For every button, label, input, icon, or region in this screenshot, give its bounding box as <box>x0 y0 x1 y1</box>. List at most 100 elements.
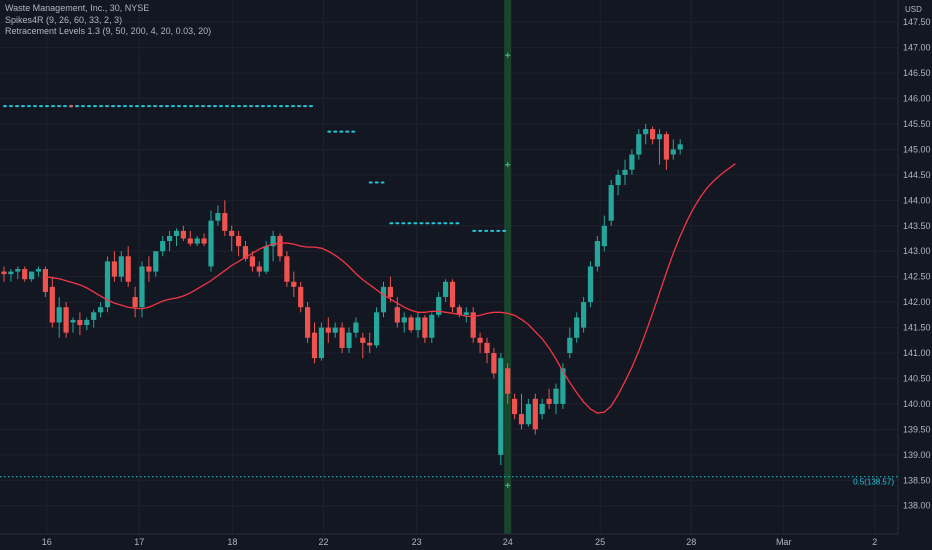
candle-body <box>539 403 545 415</box>
candle <box>581 297 587 333</box>
candle-body <box>615 174 621 186</box>
time-tick-label: 17 <box>134 537 144 547</box>
time-tick-label: 24 <box>503 537 513 547</box>
candle <box>318 322 324 361</box>
retracement-levels <box>3 104 509 232</box>
legend-indicator-retracement[interactable]: Retracement Levels 1.3 (9, 50, 200, 4, 2… <box>5 26 212 36</box>
candle-body <box>601 225 607 247</box>
candle-body <box>677 144 683 150</box>
candle-body <box>318 327 324 359</box>
candle-body <box>380 286 387 313</box>
legend-indicator-spikes[interactable]: Spikes4R (9, 26, 60, 33, 2, 3) <box>5 14 123 25</box>
candle-body <box>477 337 483 343</box>
price-tick-label: 143.50 <box>903 221 931 231</box>
candle-body <box>470 312 476 338</box>
candle <box>215 205 221 226</box>
level-red-dot <box>70 104 74 108</box>
candle <box>477 332 483 354</box>
candle <box>1 266 7 282</box>
time-tick-label: 28 <box>686 537 696 547</box>
candle <box>111 251 117 282</box>
candle <box>650 126 656 145</box>
candle <box>298 281 304 313</box>
candle-body <box>111 261 117 277</box>
candle-body <box>456 307 462 315</box>
candle <box>332 322 338 338</box>
time-tick-label: 22 <box>318 537 328 547</box>
candle-body <box>622 169 628 175</box>
candle-body <box>305 307 311 338</box>
candle <box>367 332 373 354</box>
time-tick-label: 25 <box>595 537 605 547</box>
candle-body <box>587 266 594 303</box>
candle-body <box>463 312 469 315</box>
candle <box>636 129 642 160</box>
candle-body <box>1 271 7 275</box>
candle <box>608 179 614 226</box>
candle-body <box>629 154 635 170</box>
candle-body <box>332 327 338 333</box>
price-tick-label: 147.00 <box>903 43 931 53</box>
candle-body <box>91 312 97 320</box>
candle <box>35 266 42 277</box>
price-tick-label: 140.00 <box>903 399 931 409</box>
candle-body <box>277 235 283 257</box>
price-tick-label: 138.50 <box>903 475 931 485</box>
candle-body <box>125 256 131 282</box>
candle-body <box>567 337 573 354</box>
spike-marker <box>505 52 511 58</box>
candle <box>463 307 469 323</box>
candle-body <box>153 251 159 272</box>
candle <box>77 312 83 336</box>
candle <box>49 276 55 328</box>
candle <box>615 169 621 196</box>
legend-symbol-title: Waste Management, Inc., 30, NYSE <box>5 3 150 13</box>
candle-body <box>49 286 55 323</box>
chart-legend: Waste Management, Inc., 30, NYSE Spikes4… <box>5 3 211 38</box>
candle <box>42 266 48 298</box>
candle <box>670 139 676 160</box>
candle-body <box>118 256 124 277</box>
candle-body <box>560 368 566 404</box>
candle-body <box>139 266 145 308</box>
candle <box>236 230 242 257</box>
candle-body <box>525 403 531 425</box>
candle-body <box>146 266 152 272</box>
candle <box>305 302 311 343</box>
candle-body <box>160 241 166 252</box>
candle <box>532 393 538 435</box>
price-tick-label: 142.00 <box>903 297 931 307</box>
candle <box>98 302 104 318</box>
candle <box>380 281 387 318</box>
candle <box>512 393 518 420</box>
candle-body <box>35 269 42 272</box>
price-tick-label: 145.50 <box>903 119 931 129</box>
candle <box>525 398 531 427</box>
candle-body <box>656 134 663 140</box>
candle-body <box>574 317 580 338</box>
candle <box>8 269 14 282</box>
candle-body <box>325 327 331 333</box>
candle <box>443 279 449 303</box>
candle-body <box>256 266 262 272</box>
candle <box>270 230 276 262</box>
candle-body <box>15 269 21 272</box>
candle-body <box>443 281 449 298</box>
candle-body <box>650 129 656 140</box>
candle-body <box>429 314 435 338</box>
candle <box>139 261 145 318</box>
candle-body <box>394 307 400 323</box>
candle-body <box>636 134 642 155</box>
candle <box>160 235 166 257</box>
candle-body <box>505 368 511 394</box>
spike-marker <box>505 482 511 488</box>
candle <box>311 322 318 364</box>
time-tick-label: 18 <box>227 537 237 547</box>
candle-body <box>311 332 318 359</box>
candle-body <box>215 213 221 221</box>
candle-body <box>242 246 249 259</box>
candle <box>360 332 366 359</box>
candles <box>1 123 683 466</box>
candle-body <box>608 185 614 221</box>
